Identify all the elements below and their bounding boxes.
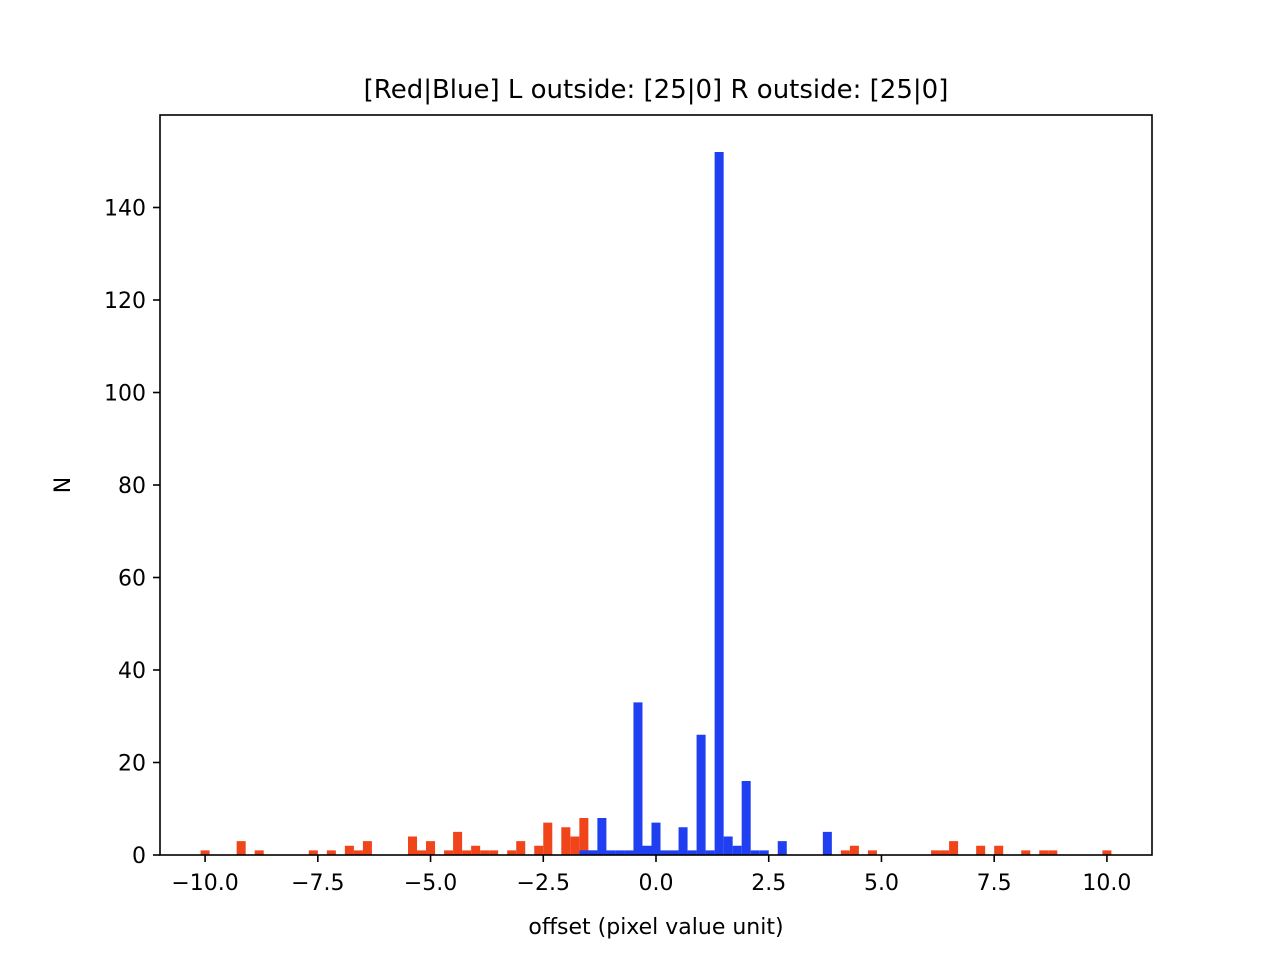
histogram-bar [615,850,625,856]
histogram-bar [705,850,715,856]
histogram-bar [931,850,941,856]
histogram-bar [994,845,1004,855]
histogram-bar [507,850,517,856]
x-axis-label: offset (pixel value unit) [528,915,783,940]
histogram-bar [462,850,472,856]
histogram-bar [1039,850,1049,856]
histogram-bar [588,850,598,856]
y-tick-label: 120 [104,289,146,314]
bars-layer [200,152,1112,856]
x-tick-label: 0.0 [639,871,674,896]
histogram-bar [417,850,427,856]
histogram-bar [534,845,544,855]
histogram-bar [642,845,652,855]
histogram-bar [777,841,787,856]
histogram-bar [489,850,499,856]
chart-title: [Red|Blue] L outside: [25|0] R outside: … [364,75,949,105]
y-tick-label: 60 [118,567,146,592]
y-tick-label: 140 [104,197,146,222]
histogram-bar [949,841,959,856]
histogram-bar [254,850,264,856]
histogram-bar [326,850,336,856]
histogram-bar [750,850,760,856]
x-tick-label: 7.5 [977,871,1012,896]
x-tick-label: 5.0 [864,871,899,896]
y-axis-ticks: 0 20 40 60 80 100 120 140 [104,197,160,869]
histogram-bar [597,818,607,855]
x-axis-ticks: −10.0 −7.5 −5.0 −2.5 0.0 2.5 5.0 7.5 10.0 [171,855,1131,896]
x-tick-label: −7.5 [291,871,344,896]
histogram-bar [408,836,418,855]
histogram-bar [940,850,950,856]
x-tick-label: 2.5 [751,871,786,896]
histogram-bar [200,850,210,856]
histogram-bar [660,850,670,856]
histogram-bar [453,831,463,856]
histogram-bar [822,831,832,856]
histogram-bar [480,850,490,856]
histogram-bar [633,702,643,856]
histogram-bar [1021,850,1031,856]
histogram-bar [714,152,724,855]
histogram-bar [840,850,850,856]
histogram-bar [561,827,571,855]
histogram-bar [741,781,751,855]
histogram-bar [687,850,697,856]
histogram-bar [867,850,877,856]
histogram-bar [624,850,634,856]
series-2-bars [579,152,832,856]
x-tick-label: −2.5 [517,871,570,896]
y-axis-label: N [51,477,76,493]
histogram-bar [759,850,769,856]
histogram-bar [362,841,372,856]
x-tick-label: −10.0 [171,871,238,896]
histogram-bar [732,845,742,855]
x-tick-label: −5.0 [404,871,457,896]
histogram-bar [471,845,481,855]
histogram-bar [1102,850,1112,856]
histogram-bar [426,841,436,856]
histogram-bar [579,850,589,856]
histogram-bar [651,822,661,856]
histogram-bar [1048,850,1058,856]
y-tick-label: 20 [118,752,146,777]
histogram-bar [696,734,706,855]
histogram-bar [579,818,589,855]
y-tick-label: 100 [104,382,146,407]
y-tick-label: 0 [132,844,146,869]
histogram-bar [606,850,616,856]
histogram-bar [976,845,986,855]
histogram-bar [353,850,363,856]
histogram-bar [849,845,859,855]
histogram-bar [570,836,580,855]
histogram-bar [678,827,688,855]
histogram-bar [444,850,454,856]
histogram-bar [516,841,526,856]
histogram-bar [669,850,679,856]
histogram-bar [723,836,733,855]
histogram-bar [543,822,553,856]
y-tick-label: 80 [118,474,146,499]
y-tick-label: 40 [118,659,146,684]
histogram-bar [236,841,246,856]
histogram-bar [308,850,318,856]
x-tick-label: 10.0 [1082,871,1131,896]
histogram-bar [344,845,354,855]
